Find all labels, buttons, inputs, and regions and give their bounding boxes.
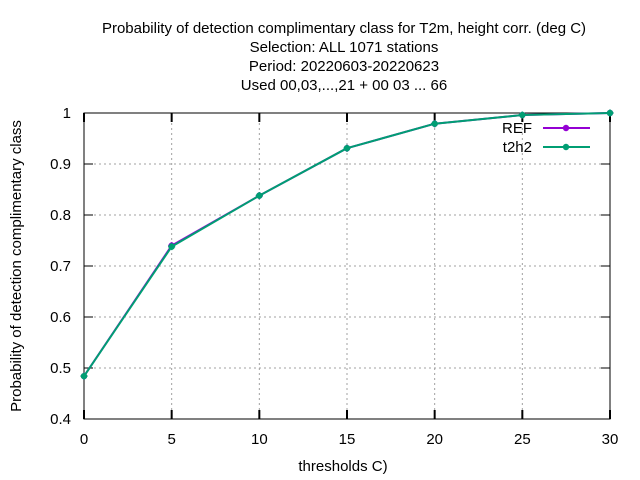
y-tick-label: 0.9 xyxy=(50,156,71,173)
legend-item: REF xyxy=(502,120,590,137)
data-point-cross xyxy=(343,144,351,152)
x-tick-label: 10 xyxy=(251,431,268,448)
y-tick-label: 0.7 xyxy=(50,258,71,275)
chart-title: Probability of detection complimentary c… xyxy=(102,20,586,94)
data-point-cross xyxy=(168,243,176,251)
legend-label: t2h2 xyxy=(503,139,532,156)
x-axis-label: thresholds C) xyxy=(298,458,387,475)
y-tick-label: 0.6 xyxy=(50,309,71,326)
x-tick-label: 15 xyxy=(339,431,356,448)
y-tick-label: 0.4 xyxy=(50,411,71,428)
x-tick-label: 20 xyxy=(426,431,443,448)
data-point-cross xyxy=(606,109,614,117)
data-point-cross xyxy=(431,120,439,128)
title-line: Period: 20220603-20220623 xyxy=(249,58,439,75)
series-t2h2 xyxy=(80,109,614,380)
y-axis-label: Probability of detection complimentary c… xyxy=(8,120,25,412)
legend-item: t2h2 xyxy=(503,139,590,156)
x-tick-label: 25 xyxy=(514,431,531,448)
legend-marker xyxy=(562,143,570,151)
grid xyxy=(84,113,610,419)
title-line: Probability of detection complimentary c… xyxy=(102,20,586,37)
title-line: Used 00,03,...,21 + 00 03 ... 66 xyxy=(241,77,447,94)
y-tick-label: 0.8 xyxy=(50,207,71,224)
data-point-cross xyxy=(255,192,263,200)
x-tick-label: 30 xyxy=(602,431,619,448)
x-tick-label: 0 xyxy=(80,431,88,448)
y-tick-label: 0.5 xyxy=(50,360,71,377)
title-line: Selection: ALL 1071 stations xyxy=(250,39,439,56)
series xyxy=(80,109,614,380)
data-point-cross xyxy=(80,372,88,380)
x-tick-label: 5 xyxy=(167,431,175,448)
y-tick-label: 1 xyxy=(63,105,71,122)
legend: REF t2h2 xyxy=(502,120,590,156)
legend-label: REF xyxy=(502,120,532,137)
legend-marker xyxy=(562,124,570,132)
axis-ticks: 0 5 10 15 20 25 30 0.4 0.5 0.6 0.7 0.8 0.9 1 xyxy=(50,105,618,448)
data-point-cross xyxy=(518,111,526,119)
